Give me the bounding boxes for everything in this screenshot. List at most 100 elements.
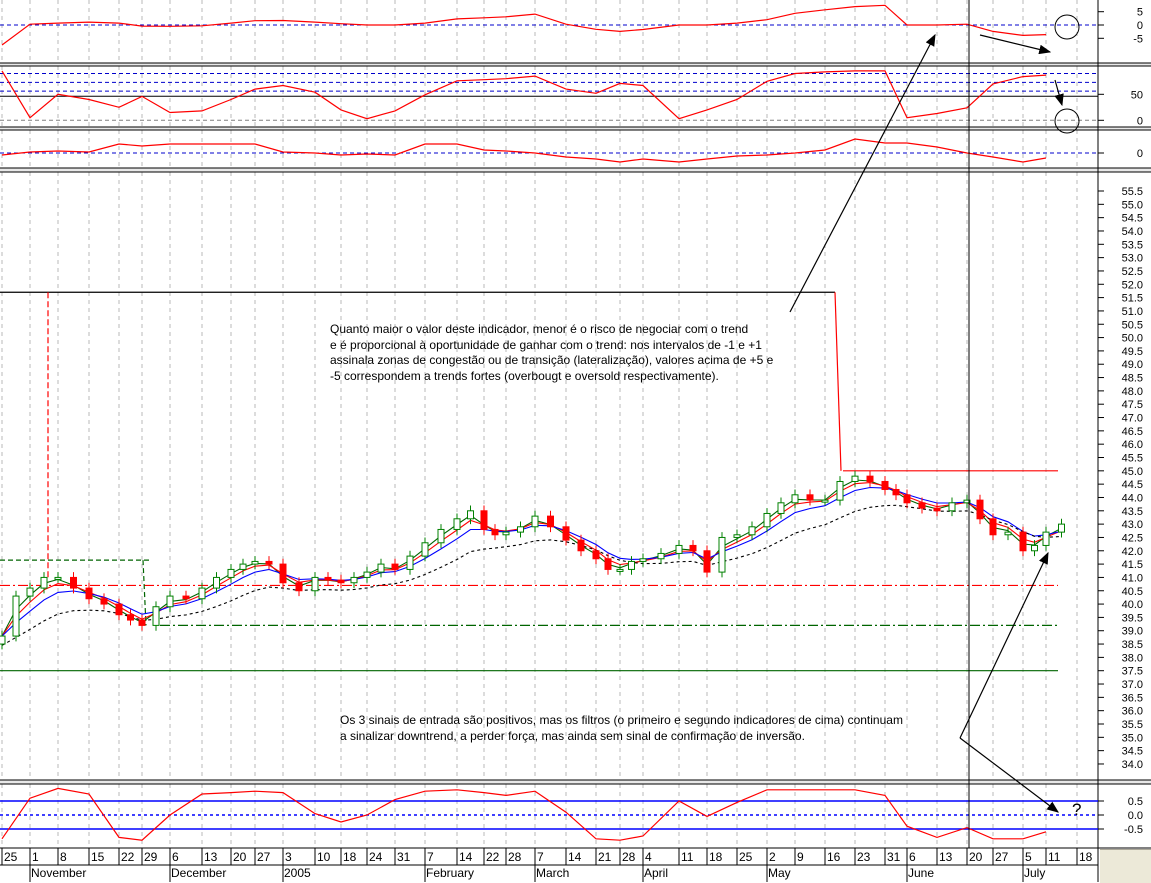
x-day-label: 7: [537, 850, 544, 864]
annotation-line: -5 correspondem a trends fortes (overbou…: [330, 368, 719, 383]
candle-body: [851, 475, 859, 482]
indicator4-tick-label: 0.0: [1128, 810, 1143, 822]
price-tick-label: 53.0: [1122, 253, 1143, 265]
panel-separator: [0, 168, 1151, 172]
price-tick-label: 45.0: [1122, 466, 1143, 478]
price-tick-label: 35.5: [1122, 719, 1143, 731]
price-tick-label: 42.5: [1122, 532, 1143, 544]
annotation-arrow: [1054, 79, 1064, 107]
candle-body: [421, 542, 429, 557]
moving-average-line: [1, 479, 1062, 637]
candle-body: [467, 510, 474, 520]
price-tick-label: 53.5: [1122, 239, 1143, 251]
price-tick-label: 51.0: [1122, 306, 1143, 318]
x-day-label: 6: [909, 850, 916, 864]
price-tick-label: 42.0: [1122, 546, 1143, 558]
x-month-label: December: [171, 866, 226, 880]
x-day-label: 11: [681, 850, 694, 864]
candle-body: [948, 502, 956, 512]
x-day-label: 28: [508, 850, 522, 864]
x-day-label: 28: [622, 850, 636, 864]
candle-body: [806, 494, 814, 501]
annotation-arrow: [789, 33, 936, 313]
candle-body: [675, 544, 683, 554]
candle-body: [604, 558, 612, 570]
highlight-circle: [1054, 108, 1080, 134]
price-tick-label: 35.0: [1122, 732, 1143, 744]
annotation-line: assinala zonas de congestão ou de transi…: [330, 353, 774, 367]
x-day-label: 18: [343, 850, 357, 864]
panel-separator: [0, 127, 1151, 130]
price-tick-label: 39.5: [1122, 612, 1143, 624]
candle-body: [881, 480, 889, 490]
candle-body: [1058, 523, 1065, 533]
moving-average-line: [1, 486, 1062, 637]
indicator2-tick-label: 50: [1131, 89, 1143, 101]
candle-body: [138, 619, 146, 626]
candle-body: [40, 576, 48, 589]
x-day-label: 14: [459, 850, 473, 864]
panel-separator: [0, 780, 1151, 784]
x-day-label: 2: [769, 850, 776, 864]
indicator1-tick-label: -5: [1133, 33, 1143, 45]
annotation-arrow: [959, 737, 1059, 813]
candle-body: [963, 499, 971, 504]
candle-body: [592, 550, 600, 560]
panel-separator: [0, 63, 1151, 66]
x-day-label: 21: [598, 850, 612, 864]
candle-body: [517, 526, 524, 533]
candle-body: [324, 576, 332, 581]
candle-body: [311, 576, 319, 592]
candle-body: [239, 563, 247, 570]
indicator4-tick-label: 0.5: [1128, 796, 1143, 808]
candle-body: [337, 579, 345, 584]
candle-body: [763, 512, 771, 528]
indicator1-line: [1, 4, 1047, 46]
x-day-label: 27: [257, 850, 271, 864]
candle-body: [1004, 531, 1012, 536]
candle-body: [791, 494, 799, 504]
corner-box: [1100, 849, 1151, 883]
x-day-label: 25: [739, 850, 753, 864]
candle-body: [166, 595, 174, 608]
candle-body: [0, 635, 6, 645]
x-month-label: March: [536, 866, 569, 880]
x-day-label: 29: [144, 850, 158, 864]
indicator1-tick-label: 5: [1137, 7, 1143, 19]
candle-body: [54, 576, 62, 580]
candle-body: [491, 528, 499, 536]
candle-body: [703, 550, 711, 573]
x-day-label: 15: [91, 850, 105, 864]
annotation-indicator-explanation: Quanto maior o valor deste indicador, me…: [330, 322, 773, 384]
x-month-label: July: [1024, 866, 1045, 880]
candle-body: [251, 560, 259, 565]
price-tick-label: 39.0: [1122, 626, 1143, 638]
candle-body: [115, 603, 123, 616]
candle-body: [12, 595, 20, 637]
x-month-label: February: [426, 866, 474, 880]
candle-body: [836, 480, 844, 501]
moving-average-line: [1, 482, 1062, 637]
x-day-label: 24: [369, 850, 383, 864]
price-tick-label: 52.0: [1122, 279, 1143, 291]
candle-body: [70, 576, 77, 589]
price-tick-label: 52.5: [1122, 266, 1143, 278]
candle-body: [213, 576, 220, 589]
candle-body: [689, 544, 697, 552]
candle-body: [377, 563, 385, 573]
candle-body: [265, 560, 273, 565]
annotation-line: Quanto maior o valor deste indicador, me…: [330, 322, 749, 336]
candle-body: [363, 571, 371, 578]
price-tick-label: 43.0: [1122, 519, 1143, 531]
candle-body: [279, 563, 287, 584]
x-month-label: April: [644, 866, 668, 880]
candle-body: [198, 587, 206, 600]
candle-body: [1019, 531, 1027, 552]
candle-body: [227, 568, 235, 578]
indicator2-line: [1, 70, 1047, 120]
candle-body: [26, 587, 34, 597]
x-day-label: 1: [32, 850, 39, 864]
price-tick-label: 54.0: [1122, 226, 1143, 238]
x-day-label: 25: [4, 850, 18, 864]
